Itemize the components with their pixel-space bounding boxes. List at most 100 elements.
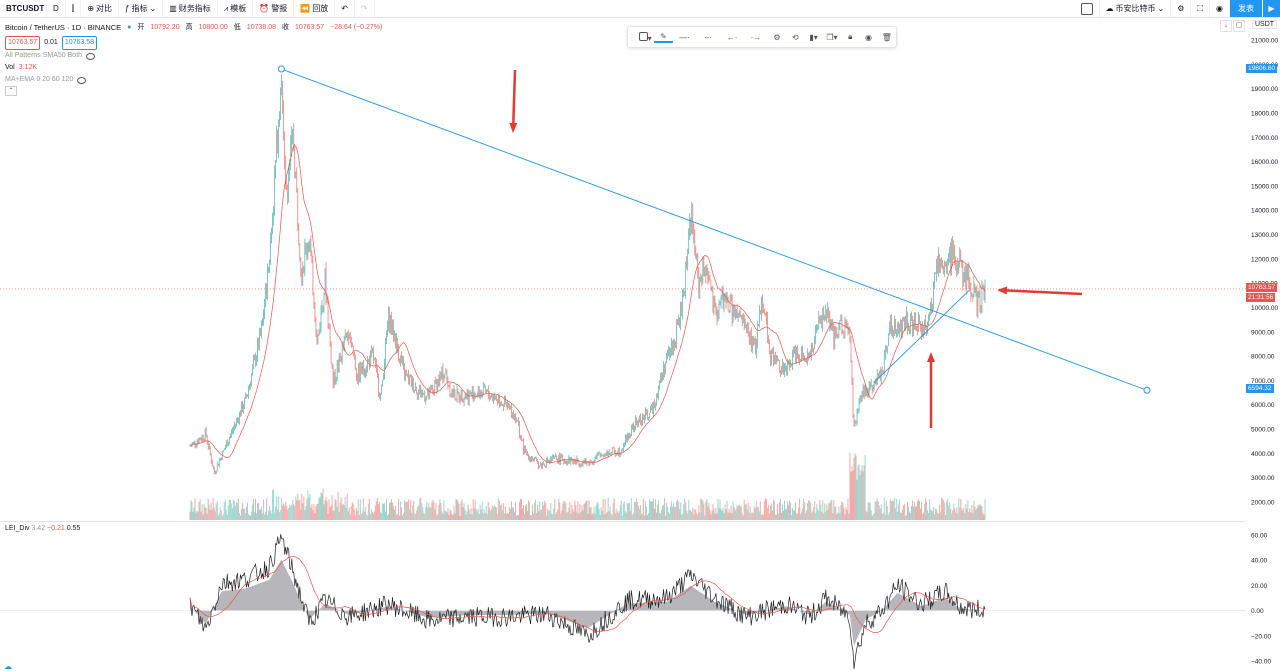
alert-label: 警报: [271, 4, 288, 13]
ma-row[interactable]: MA+EMA 0 20 60 120: [5, 74, 384, 86]
trendlines: [277, 65, 1151, 394]
template-icon: ⩘: [223, 3, 229, 13]
moving-average-line: [189, 145, 986, 463]
oscillator-v2: −0.21: [47, 525, 65, 532]
legend-title-row: Bitcoin / TetherUS · 1D · BINANCE ● 开 107…: [5, 22, 384, 34]
sell-price-button[interactable]: 10763.57: [5, 36, 41, 50]
arrow-shaft: [1002, 289, 1083, 296]
bottom-line-price-label: 6594.32: [1246, 384, 1274, 393]
oscillator-axis-tick: −20.00: [1251, 633, 1271, 640]
interval-button[interactable]: D: [47, 0, 66, 17]
redo-icon: ↷: [360, 4, 368, 13]
scale-down-button[interactable]: ↓: [1220, 20, 1232, 32]
oscillator-axis-tick: 20.00: [1251, 583, 1268, 590]
low-value: 10738.08: [246, 24, 276, 31]
layout-button[interactable]: [1075, 0, 1100, 17]
play-button[interactable]: ▶: [1262, 0, 1280, 17]
price-axis-tick: 12000.00: [1251, 256, 1278, 263]
price-axis-tick: 14000.00: [1251, 208, 1278, 215]
current-price-label: 10763.57: [1246, 283, 1278, 292]
collapse-legend-button[interactable]: ⌃: [5, 86, 17, 96]
chevron-down-icon: ⌄: [149, 4, 157, 13]
extend-right-button[interactable]: ·→: [750, 32, 762, 42]
oscillator-area: [190, 560, 985, 646]
vol-label: Vol: [5, 64, 15, 71]
fullscreen-icon: ⛶: [1197, 3, 1204, 13]
measure-icon[interactable]: ⟲: [791, 32, 799, 42]
open-label: 开: [137, 24, 145, 31]
redo-button[interactable]: ↷: [355, 0, 375, 17]
hide-icon[interactable]: ◉: [865, 32, 873, 42]
settings-button[interactable]: ⚙: [1171, 0, 1192, 17]
fx-icon: ƒ: [125, 4, 130, 13]
compare-button[interactable]: ⊕ 对比: [81, 0, 120, 17]
high-value: 10800.00: [198, 24, 228, 31]
patterns-label: All Patterns SMA50 Both: [5, 52, 83, 59]
replay-button[interactable]: ⏪ 回放: [294, 0, 336, 17]
top-toolbar: BTCUSDT D ⫿ ⊕ 对比 ƒ 指标 ⌄ ▥ 财务指标 ⩘ 模板 ⏰ 警报 ⏪ 回放 ↶…: [0, 0, 1280, 18]
rewind-icon: ⏪: [300, 4, 311, 13]
trendline: [281, 68, 1148, 391]
oscillator-v1: 3.42: [31, 525, 46, 532]
clone-icon[interactable]: ❐▾: [826, 32, 838, 42]
candles-icon: ⫿: [71, 3, 75, 13]
price-axis-tick: 2000.00: [1251, 500, 1275, 507]
line-color-button[interactable]: ✎: [654, 32, 673, 43]
fullscreen-button[interactable]: ⛶: [1191, 0, 1211, 17]
buy-price-button[interactable]: 10763.58: [61, 36, 98, 50]
settings-icon[interactable]: ⚙: [773, 32, 781, 42]
gear-icon: ⚙: [1177, 4, 1185, 13]
trash-icon[interactable]: 🗑︎: [881, 32, 892, 42]
trendline: [873, 290, 970, 384]
publish-label: 发表: [1238, 4, 1254, 13]
price-axis-tick: 5000.00: [1251, 427, 1275, 434]
scale-reset-button[interactable]: ▢: [1233, 20, 1245, 32]
line-style-button[interactable]: –·: [704, 32, 712, 42]
chart-type-button[interactable]: ⫿: [66, 0, 82, 17]
arrow-shaft: [511, 69, 517, 128]
oscillator-axis-tick: 0.00: [1251, 608, 1264, 615]
snapshot-button[interactable]: ◉: [1210, 0, 1230, 17]
ma-label: MA+EMA 0 20 60 120: [5, 76, 74, 83]
lock-icon[interactable]: 🔒︎: [848, 32, 853, 41]
eye-off-icon[interactable]: [86, 52, 96, 60]
publish-button[interactable]: 发表: [1230, 0, 1262, 17]
bars-icon: ▥: [169, 4, 177, 13]
symbol-button[interactable]: BTCUSDT: [0, 0, 47, 17]
undo-icon: ↶: [341, 4, 348, 13]
chevron-down-icon: ⌄: [1157, 4, 1165, 13]
price-axis-tick: 10000.00: [1251, 305, 1278, 312]
alert-button[interactable]: ⏰ 警报: [253, 0, 295, 17]
financials-button[interactable]: ▥ 财务指标: [163, 0, 218, 17]
oscillator-legend: LEI_Div 3.42 −0.21 0.55: [5, 525, 80, 532]
exchange-button[interactable]: ☁ 币安比特币 ⌄: [1100, 0, 1172, 17]
extend-left-button[interactable]: ←·: [726, 32, 738, 42]
visibility-icon[interactable]: ▮▾: [809, 32, 818, 42]
square-icon: [1080, 2, 1093, 15]
drag-handle[interactable]: ⋮: [628, 32, 636, 42]
patterns-row[interactable]: All Patterns SMA50 Both: [5, 50, 384, 62]
template-button[interactable]: ▾: [636, 31, 654, 43]
volume-bars: [189, 452, 986, 520]
price-axis-tick: 7000.00: [1251, 378, 1275, 385]
eye-off-icon[interactable]: [77, 76, 87, 84]
axis-currency[interactable]: USDT: [1252, 20, 1278, 29]
indicators-button[interactable]: ƒ 指标 ⌄: [119, 0, 164, 17]
oscillator-axis-tick: −40.00: [1251, 659, 1271, 666]
oscillator-axis-tick: 60.00: [1251, 533, 1268, 540]
oscillator-v3: 0.55: [66, 525, 81, 532]
price-axis-tick: 13000.00: [1251, 232, 1278, 239]
line-width-button[interactable]: —·: [679, 32, 690, 42]
reset-icon: ▢: [1235, 22, 1243, 29]
arrow-head: [927, 352, 935, 362]
price-axis-tick: 18000.00: [1251, 110, 1278, 117]
templates-button[interactable]: ⩘ 模板: [218, 0, 254, 17]
volume-legend-row[interactable]: Vol 3.12K: [5, 62, 384, 74]
undo-button[interactable]: ↶: [335, 0, 355, 17]
price-axis-tick: 17000.00: [1251, 135, 1278, 142]
price-axis-tick: 15000.00: [1251, 183, 1278, 190]
collapse-row: ⌃: [5, 86, 384, 96]
price-axis-tick: 16000.00: [1251, 159, 1278, 166]
tradingview-logo[interactable]: ☁: [4, 662, 12, 671]
